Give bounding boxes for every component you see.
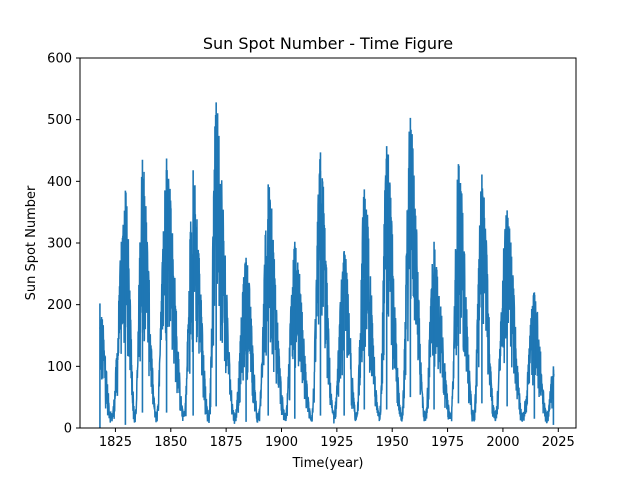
chart-title: Sun Spot Number - Time Figure bbox=[203, 34, 453, 53]
y-tick-label: 100 bbox=[47, 360, 72, 375]
x-tick-label: 1850 bbox=[154, 435, 187, 450]
y-tick-label: 600 bbox=[47, 52, 72, 67]
sunspot-series-line bbox=[99, 113, 555, 424]
x-axis-ticks: 1825 1850 1875 1900 1925 1950 1975 2000 2025 bbox=[99, 428, 575, 450]
x-tick-label: 1900 bbox=[265, 435, 298, 450]
x-axis-label: Time(year) bbox=[292, 456, 364, 471]
y-axis-ticks: 0 100 200 300 400 500 600 bbox=[47, 52, 80, 437]
x-tick-label: 1975 bbox=[431, 435, 464, 450]
y-tick-label: 400 bbox=[47, 175, 72, 190]
y-tick-label: 300 bbox=[47, 237, 72, 252]
plot-series bbox=[99, 102, 555, 428]
y-tick-label: 200 bbox=[47, 298, 72, 313]
x-tick-label: 2025 bbox=[542, 435, 575, 450]
y-tick-label: 500 bbox=[47, 113, 72, 128]
y-tick-label: 0 bbox=[64, 422, 72, 437]
x-tick-label: 1875 bbox=[210, 435, 243, 450]
y-axis-label: Sun Spot Number bbox=[24, 185, 39, 300]
x-tick-label: 2000 bbox=[486, 435, 519, 450]
x-tick-label: 1925 bbox=[320, 435, 353, 450]
x-tick-label: 1825 bbox=[99, 435, 132, 450]
x-tick-label: 1950 bbox=[376, 435, 409, 450]
